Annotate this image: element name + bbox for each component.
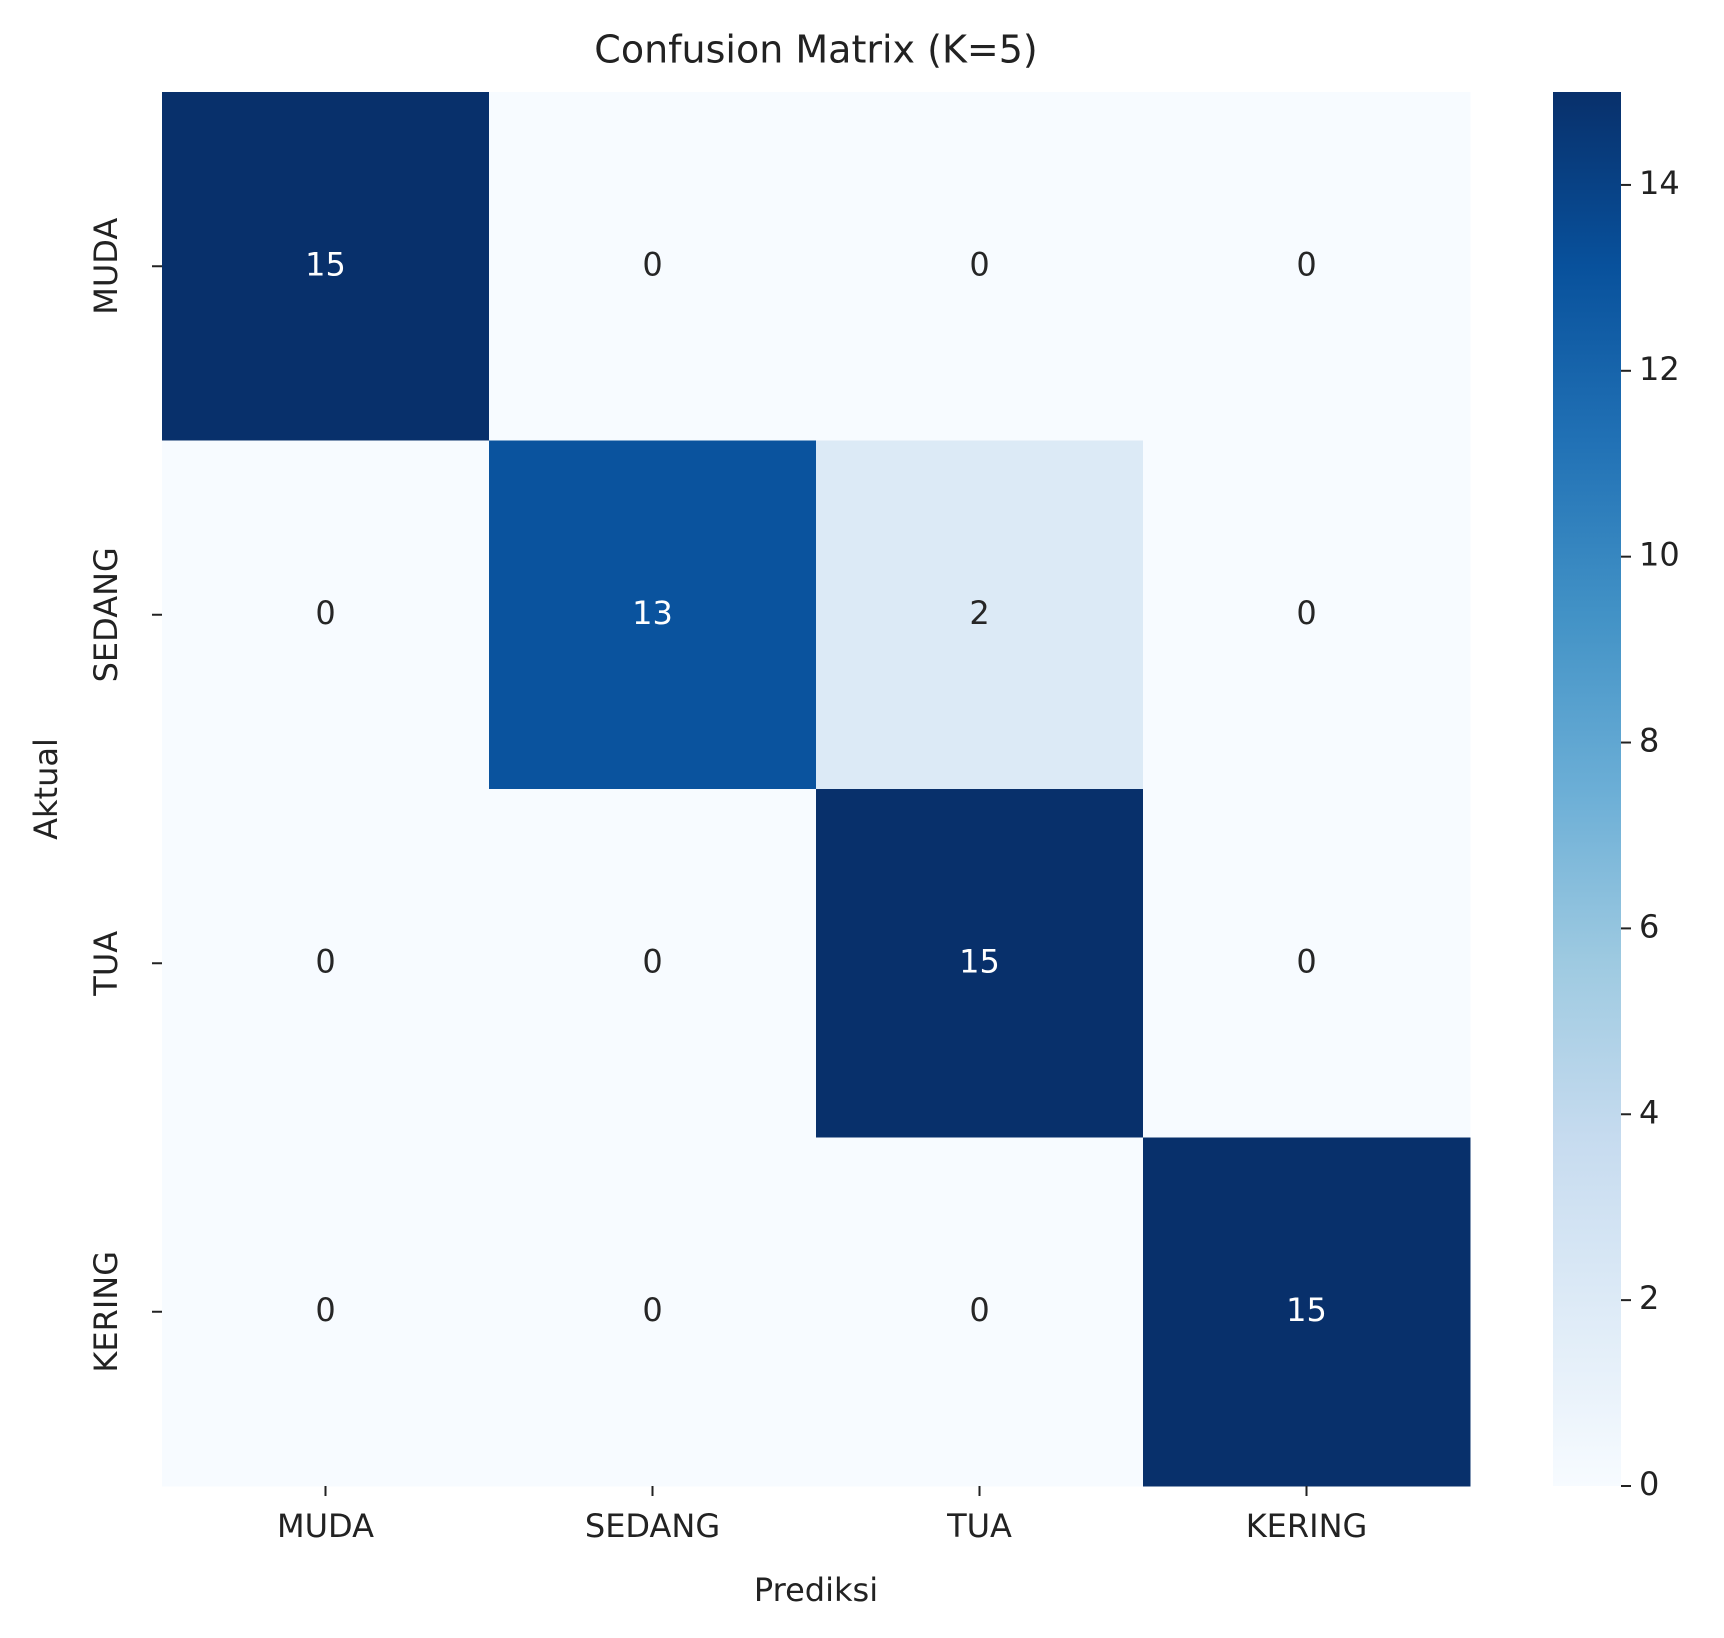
colorbar-tick-label: 4 — [1639, 1093, 1659, 1131]
x-tick-label: TUA — [946, 1507, 1012, 1545]
heatmap-cell — [1143, 440, 1471, 790]
heatmap-cell — [162, 440, 490, 790]
chart-title: Confusion Matrix (K=5) — [594, 28, 1037, 72]
cell-label: 0 — [1296, 245, 1316, 283]
cell-label: 0 — [642, 1291, 662, 1329]
cell-label: 15 — [1286, 1291, 1327, 1329]
heatmap-cell — [1143, 789, 1471, 1138]
heatmap-cell — [1143, 1137, 1471, 1487]
y-tick-label: KERING — [87, 1251, 125, 1373]
colorbar-tick-label: 0 — [1639, 1465, 1659, 1503]
y-tick-label: TUA — [87, 931, 125, 997]
cell-label: 15 — [305, 245, 346, 283]
heatmap-cell — [1143, 92, 1471, 441]
cell-label: 0 — [315, 942, 335, 980]
x-axis-label: Prediksi — [754, 1571, 878, 1609]
heatmap-cell — [489, 1137, 817, 1487]
cell-label: 0 — [1296, 594, 1316, 632]
cell-label: 0 — [1296, 942, 1316, 980]
y-axis-label: Aktual — [27, 738, 65, 840]
y-tick-label: SEDANG — [87, 547, 125, 682]
colorbar — [1553, 92, 1621, 1486]
cell-label: 0 — [969, 245, 989, 283]
colorbar-tick-label: 6 — [1639, 907, 1659, 945]
x-tick-label: KERING — [1246, 1507, 1368, 1545]
cell-label: 0 — [969, 1291, 989, 1329]
cell-label: 13 — [632, 594, 673, 632]
heatmap-cell — [816, 92, 1144, 441]
cell-label: 0 — [315, 594, 335, 632]
colorbar-tick-label: 2 — [1639, 1279, 1659, 1317]
cell-label: 0 — [315, 1291, 335, 1329]
heatmap-cell — [489, 92, 817, 441]
cell-label: 15 — [959, 942, 1000, 980]
heatmap-cell — [816, 1137, 1144, 1487]
cell-label: 0 — [642, 245, 662, 283]
heatmap-cell — [162, 789, 490, 1138]
colorbar-tick-label: 12 — [1639, 350, 1680, 388]
colorbar-tick-label: 8 — [1639, 722, 1659, 760]
colorbar-tick-label: 14 — [1639, 164, 1680, 202]
y-tick-label: MUDA — [87, 218, 125, 315]
heatmap-cell — [816, 789, 1144, 1138]
heatmap-cell — [162, 1137, 490, 1487]
colorbar-tick-label: 10 — [1639, 536, 1680, 574]
heatmap-cell — [162, 92, 490, 441]
cell-label: 2 — [969, 594, 989, 632]
heatmap-cell — [816, 440, 1144, 790]
heatmap-cell — [489, 440, 817, 790]
cell-label: 0 — [642, 942, 662, 980]
x-tick-label: SEDANG — [585, 1507, 720, 1545]
x-tick-label: MUDA — [277, 1507, 374, 1545]
heatmap-cell — [489, 789, 817, 1138]
